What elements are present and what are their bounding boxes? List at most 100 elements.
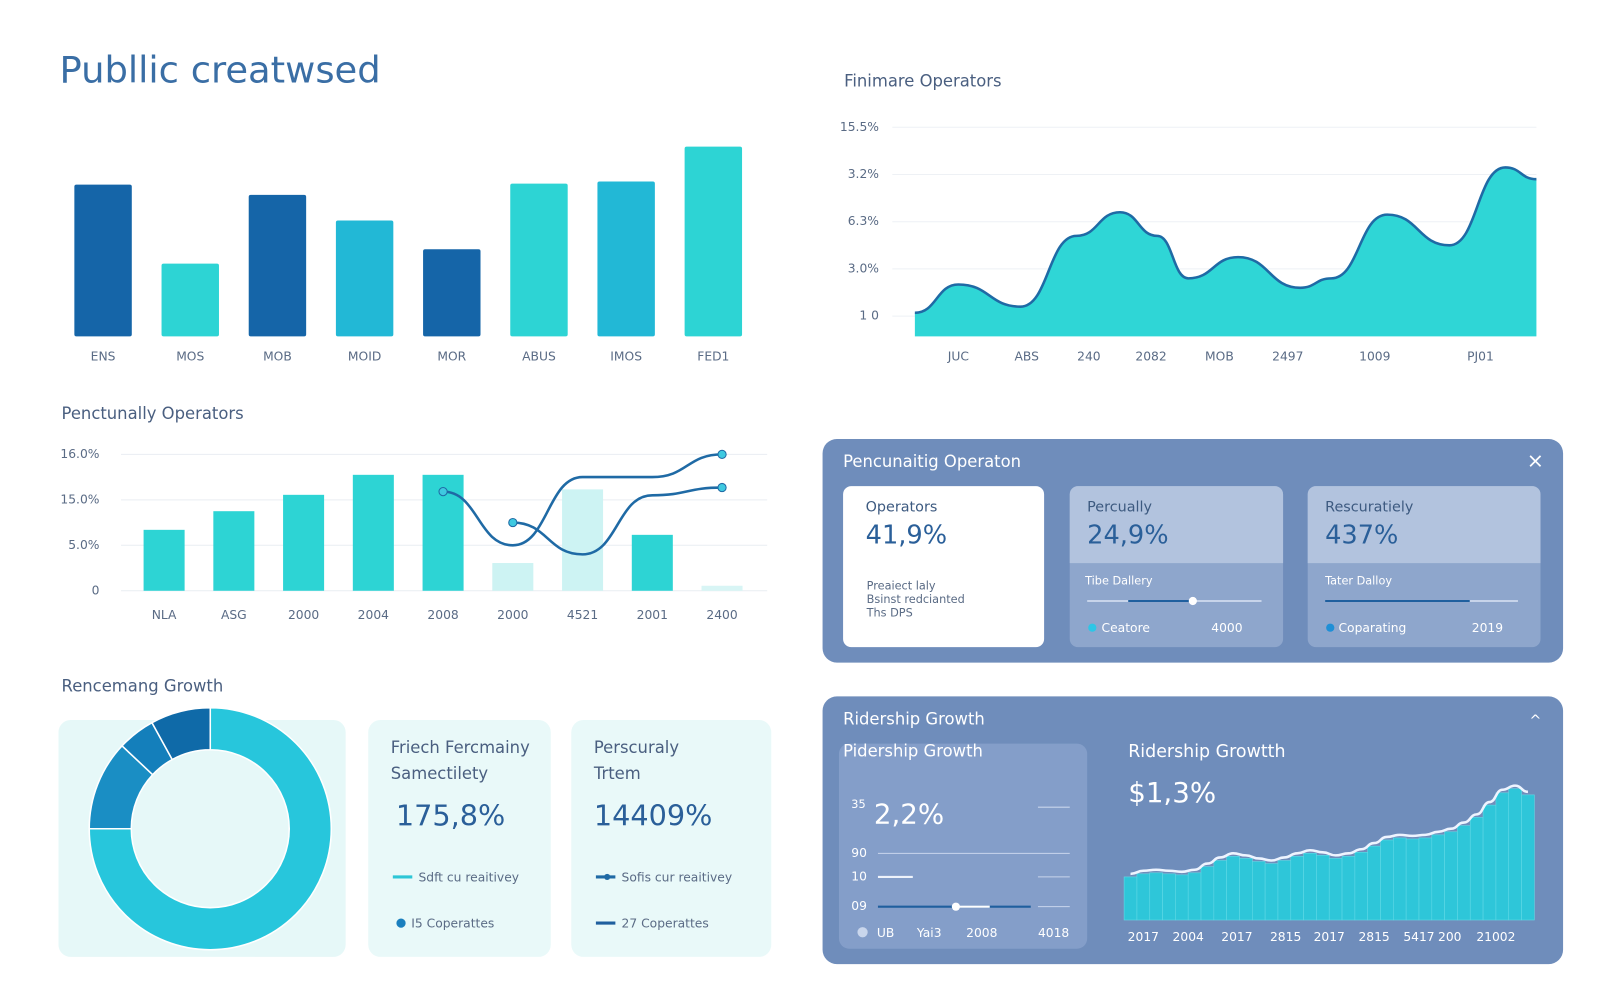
bar (1469, 817, 1484, 921)
x-tick-label: JUC (947, 349, 969, 363)
legend-text: Coparating (1338, 621, 1406, 635)
bar (1187, 872, 1202, 921)
bar (1136, 873, 1151, 921)
line-marker (438, 487, 448, 497)
row-label: 90 (851, 846, 867, 860)
bar (597, 181, 655, 337)
x-tick-label: MOB (1205, 349, 1234, 363)
bar (335, 220, 394, 337)
legend-text: 27 Coperattes (622, 917, 709, 931)
card-value: 437% (1325, 520, 1398, 550)
slider-thumb[interactable] (951, 902, 960, 911)
bar (161, 263, 219, 337)
stat-card (843, 486, 1045, 648)
legend-text: Ceatore (1102, 621, 1150, 635)
bar (1495, 792, 1510, 921)
card-value: 24,9% (1087, 520, 1168, 550)
donut-slice (88, 706, 333, 951)
card-title: Ridership Growtth (1128, 742, 1285, 762)
bar (1149, 872, 1163, 921)
collapse-button[interactable]: ^ (1529, 713, 1541, 729)
stat-card (368, 720, 551, 957)
outline (1130, 784, 1529, 876)
x-tick-label: ASG (221, 608, 247, 622)
close-button[interactable]: × (1527, 449, 1544, 473)
row-label: 09 (851, 899, 867, 913)
x-tick-label: 200 (1438, 930, 1461, 944)
bar (1226, 856, 1240, 921)
x-tick-label: ABUS (522, 349, 556, 363)
bar (510, 183, 568, 337)
bar (283, 494, 325, 591)
slider-thumb[interactable] (1188, 596, 1197, 606)
card-heading: Trtem (593, 764, 641, 783)
bar (1521, 794, 1535, 921)
card-value: 41,9% (866, 520, 947, 550)
footer-text: UB (877, 926, 894, 940)
slider-label: Tater Dalloy (1324, 575, 1392, 588)
legend-text: Sdft cu reaitivey (418, 870, 519, 884)
x-tick-label: 1009 (1359, 349, 1390, 363)
legend-dot (857, 927, 868, 938)
bar (1200, 866, 1215, 921)
y-tick-label: 1 0 (859, 309, 879, 323)
x-tick-label: MOR (437, 349, 466, 363)
line-marker (508, 517, 518, 528)
x-tick-label: 2082 (1135, 349, 1166, 363)
legend-dot (1088, 623, 1097, 632)
x-tick-label: 2004 (1173, 930, 1204, 944)
x-tick-label: ABS (1015, 349, 1040, 363)
panel-title: Pencunaitig Operaton (843, 452, 1021, 471)
x-tick-label: 2497 (1272, 349, 1303, 363)
x-tick-label: 2400 (706, 608, 737, 622)
bar (1508, 788, 1522, 921)
x-tick-label: 2017 (1314, 930, 1345, 944)
bar (1444, 831, 1458, 921)
bar (492, 563, 534, 591)
bar (248, 194, 307, 337)
y-tick-label: 3.0% (848, 261, 879, 275)
bar (1341, 856, 1356, 921)
row-label: 10 (851, 869, 867, 883)
bar (74, 184, 132, 337)
panel-title: Ridership Growth (843, 710, 985, 729)
card-superscript: 35 (851, 798, 865, 811)
bar (1213, 860, 1227, 921)
bar (1123, 876, 1138, 921)
x-tick-label: NLA (152, 608, 177, 622)
footer-text: 4018 (1038, 926, 1069, 940)
bar (562, 489, 604, 591)
bar (1393, 837, 1407, 921)
y-tick-label: 3.2% (848, 167, 879, 181)
bar (1303, 853, 1317, 921)
x-tick-label: 2017 (1128, 930, 1159, 944)
line-marker (717, 482, 727, 493)
card-heading: Samectilety (391, 764, 489, 783)
x-tick-label: 2815 (1270, 930, 1301, 944)
bar (423, 249, 481, 337)
area-line (914, 166, 1537, 315)
chart-title: Finimare Operators (844, 72, 1001, 91)
legend-dot (1326, 623, 1335, 632)
bar (1328, 858, 1343, 921)
bar (1367, 845, 1381, 921)
line (512, 486, 723, 556)
y-tick-label: 16.0% (60, 447, 99, 461)
card-year: 4000 (1211, 621, 1242, 635)
bar (1482, 804, 1497, 921)
card-label: Rescuratiely (1325, 500, 1414, 516)
bar (1162, 873, 1176, 921)
x-tick-label: 2004 (358, 608, 389, 622)
line-marker (717, 449, 727, 459)
area (914, 167, 1537, 337)
legend-dot (604, 873, 611, 880)
y-tick-label: 15.5% (840, 120, 879, 134)
donut-slice (150, 706, 212, 761)
card-header (1069, 486, 1284, 564)
page-title: Publlic creatwsed (59, 48, 380, 91)
card-heading: Perscuraly (594, 738, 679, 757)
x-tick-label: 2001 (637, 608, 668, 622)
x-tick-label: 2017 (1221, 930, 1252, 944)
card-note: Preaiect laly (867, 580, 936, 593)
x-tick-label: 4521 (567, 608, 598, 622)
